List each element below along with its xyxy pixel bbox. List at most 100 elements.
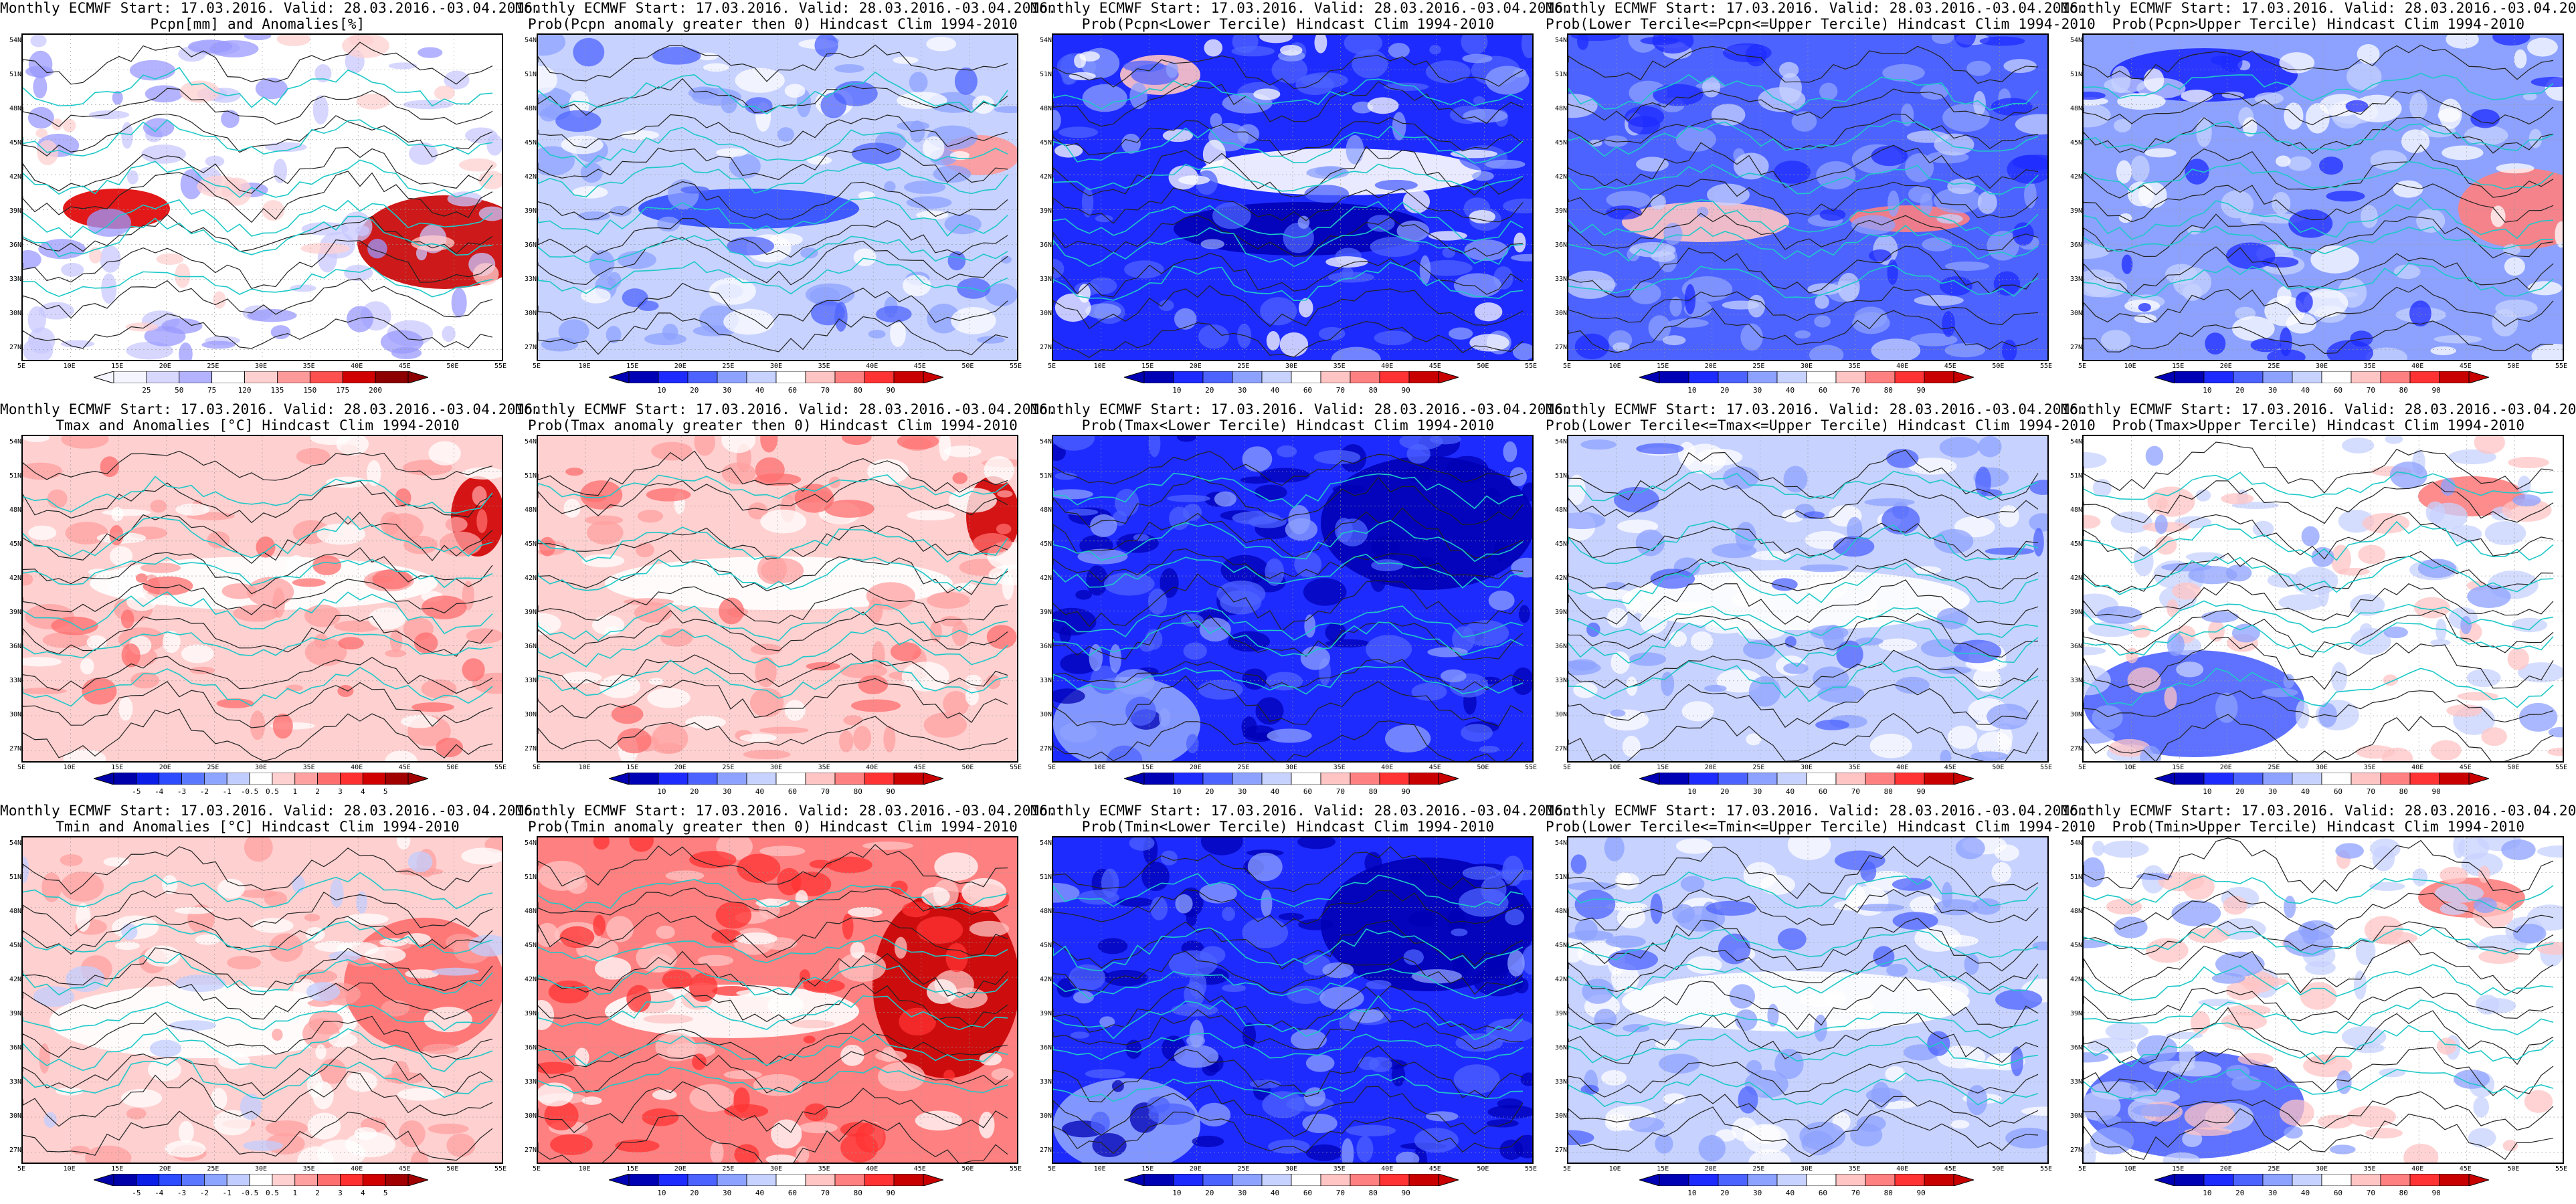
- colorbar-low-arrow: [608, 1173, 630, 1187]
- shaded-cell: [2207, 620, 2225, 642]
- contour-line: [2084, 609, 2554, 658]
- shaded-cell: [2524, 1090, 2553, 1113]
- contour-line: [538, 217, 1008, 258]
- shaded-cell: [1706, 900, 1757, 916]
- shaded-cell: [1672, 904, 1695, 924]
- shaded-cell: [33, 75, 48, 99]
- shaded-cell: [2303, 288, 2349, 318]
- shaded-cell: [710, 1140, 724, 1163]
- shaded-cell: [247, 309, 297, 322]
- shaded-cell: [1411, 969, 1463, 984]
- shaded-cell: [1148, 436, 1161, 458]
- contour-line: [2084, 320, 2554, 354]
- colorbar-segment: [1688, 1173, 1719, 1187]
- contour-line: [23, 977, 493, 1020]
- shaded-cell: [891, 880, 908, 895]
- coastline: [1053, 968, 1524, 999]
- shaded-cell: [1795, 330, 1811, 339]
- shaded-cell: [694, 436, 716, 456]
- colorbar-label: 30: [2268, 386, 2278, 395]
- coastline: [23, 267, 493, 298]
- contour-line: [1053, 1084, 1524, 1137]
- shaded-cell: [140, 563, 181, 573]
- shaded-cell: [1453, 273, 1502, 298]
- lon-tick-label: 55E: [2555, 363, 2568, 370]
- shaded-cell: [66, 965, 105, 993]
- shaded-cell: [1486, 1119, 1519, 1128]
- colorbar-label: 70: [820, 787, 830, 796]
- shaded-cell: [1611, 651, 1630, 674]
- lon-tick-label: 35E: [1848, 363, 1861, 370]
- colorbar-segment: [1143, 772, 1174, 785]
- shaded-cell: [1748, 676, 1781, 707]
- shaded-cell: [1573, 682, 1598, 698]
- lon-tick-label: 35E: [302, 764, 315, 771]
- colorbar-segment: [2262, 371, 2293, 384]
- shaded-cell: [884, 181, 896, 193]
- lat-tick-label: 33N: [2069, 276, 2082, 283]
- shaded-cell: [1162, 129, 1193, 142]
- shaded-cell: [1260, 297, 1297, 326]
- contour-line: [2084, 920, 2554, 955]
- shaded-cell: [1442, 247, 1456, 258]
- colorbar-segment: [893, 371, 924, 384]
- panel-title: Monthly ECMWF Start: 17.03.2016. Valid: …: [515, 803, 1056, 835]
- contour-line: [1568, 245, 2039, 298]
- shaded-cell: [1346, 134, 1364, 165]
- lat-tick-label: 30N: [9, 711, 21, 718]
- shaded-cell: [1290, 1029, 1327, 1050]
- shaded-cell: [1568, 659, 1597, 671]
- colorbar-segment: [1835, 772, 1866, 785]
- shaded-cell: [221, 583, 257, 599]
- colorbar-low-arrow: [1638, 772, 1660, 785]
- colorbar-label: 20: [690, 787, 699, 796]
- contour-line: [1568, 889, 2039, 930]
- colorbar-label: 40: [1270, 1189, 1280, 1197]
- contour-line: [2084, 837, 2554, 894]
- shaded-cell: [1174, 1044, 1219, 1068]
- shaded-cell: [1075, 589, 1093, 600]
- colorbar-high-arrow: [2468, 371, 2490, 384]
- shaded-cell: [897, 436, 939, 450]
- shaded-cell: [2303, 1054, 2353, 1078]
- shaded-cell: [944, 214, 982, 235]
- shaded-cell: [581, 554, 625, 568]
- lat-tick-label: 51N: [1039, 874, 1052, 881]
- lon-tick-label: 40E: [1896, 363, 1909, 370]
- shaded-cell: [243, 1140, 283, 1151]
- lat-tick-label: 33N: [1039, 276, 1052, 283]
- panel-title-line2: Prob(Tmin anomaly greater then 0) Hindca…: [527, 819, 1018, 835]
- panel-title-line1: Monthly ECMWF Start: 17.03.2016. Valid: …: [1546, 803, 2088, 819]
- shaded-cell: [2084, 1091, 2121, 1121]
- lon-tick-label: 10E: [578, 1165, 591, 1173]
- panel-title-line2: Prob(Pcpn<Lower Tercile) Hindcast Clim 1…: [1081, 16, 1495, 32]
- colorbar: [2153, 1173, 2490, 1187]
- shaded-cell: [1221, 984, 1247, 993]
- shaded-cell: [175, 263, 191, 288]
- shaded-cell: [114, 941, 140, 950]
- colorbar: [92, 1173, 430, 1187]
- lon-tick-label: 10E: [1093, 1165, 1106, 1173]
- shaded-cell: [743, 749, 791, 760]
- shaded-cell: [1114, 669, 1155, 695]
- shaded-cell: [1053, 110, 1061, 131]
- colorbar-label: 120: [238, 386, 252, 395]
- shaded-cell: [2425, 501, 2446, 524]
- colorbar-segment: [1143, 371, 1174, 384]
- colorbar-label: 80: [853, 386, 862, 395]
- shaded-cell: [2507, 647, 2529, 670]
- shaded-cell: [47, 489, 68, 508]
- shaded-cell: [2370, 150, 2407, 171]
- lat-tick-label: 45N: [9, 942, 21, 949]
- map-field: [23, 436, 502, 761]
- lat-tick-label: 33N: [1554, 677, 1567, 684]
- shaded-cell: [1677, 441, 1696, 466]
- contour-line: [2084, 183, 2554, 223]
- lat-tick-label: 51N: [9, 472, 21, 480]
- lon-tick-label: 25E: [2268, 363, 2280, 370]
- shaded-cell: [799, 1122, 838, 1134]
- lat-tick-label: 30N: [524, 711, 537, 718]
- shaded-cell: [125, 322, 159, 332]
- shaded-cell: [397, 1088, 445, 1101]
- shaded-cell: [1617, 906, 1646, 929]
